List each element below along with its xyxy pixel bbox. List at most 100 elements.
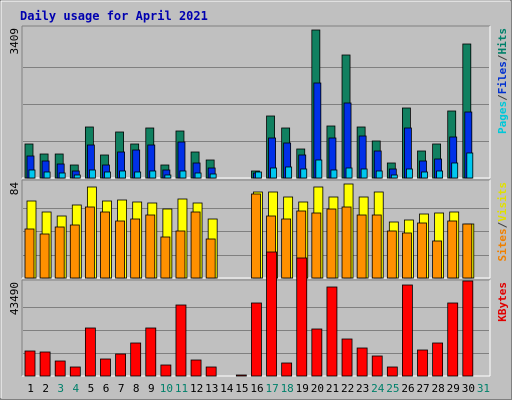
legend-entry: KBytes	[496, 282, 509, 322]
bar-kbytes-day-26	[402, 284, 413, 377]
bar-sites-day-2	[39, 233, 50, 279]
legend-entry: Visits	[496, 182, 509, 222]
bar-sites-day-6	[100, 211, 110, 279]
panel-kbytes-legend: KBytes	[496, 282, 509, 322]
bar-pages-day-10	[164, 174, 172, 179]
bar-sites-day-1	[24, 228, 35, 279]
bar-sites-day-9	[145, 214, 156, 279]
bar-kbytes-day-12	[190, 359, 202, 377]
bar-kbytes-day-7	[115, 353, 126, 377]
bar-files-day-22	[343, 102, 352, 179]
bar-pages-day-6	[104, 171, 111, 179]
bar-sites-day-28	[432, 240, 443, 279]
x-tick-label-15: 15	[235, 382, 248, 395]
bar-pages-day-25	[390, 174, 398, 179]
bar-sites-day-22	[341, 206, 352, 279]
bar-kbytes-day-15	[235, 374, 247, 377]
x-tick-label-6: 6	[103, 382, 110, 395]
bar-kbytes-day-29	[447, 302, 459, 377]
x-tick-label-18: 18	[281, 382, 294, 395]
bar-kbytes-day-11	[175, 304, 187, 377]
x-tick-label-22: 22	[341, 382, 354, 395]
bar-kbytes-day-10	[160, 364, 172, 377]
bar-sites-day-16	[251, 193, 261, 279]
bar-kbytes-day-23	[356, 347, 368, 377]
x-tick-label-28: 28	[432, 382, 445, 395]
panel-visits: 84 Sites/Visits	[8, 179, 509, 279]
x-tick-label-2: 2	[42, 382, 49, 395]
x-tick-label-17: 17	[265, 382, 278, 395]
x-tick-label-5: 5	[88, 382, 95, 395]
panel-visits-legend: Sites/Visits	[496, 182, 509, 262]
bar-pages-day-18	[285, 166, 293, 179]
x-tick-label-21: 21	[326, 382, 339, 395]
panel-hits-plot	[22, 26, 490, 178]
x-tick-label-30: 30	[462, 382, 475, 395]
x-tick-label-8: 8	[133, 382, 140, 395]
x-tick-label-10: 10	[160, 382, 173, 395]
bar-pages-day-7	[119, 170, 126, 179]
x-tick-label-12: 12	[190, 382, 203, 395]
panel-kbytes-max-label: 43490	[8, 282, 21, 315]
x-tick-label-19: 19	[296, 382, 309, 395]
bar-kbytes-day-17	[266, 251, 277, 377]
bar-kbytes-day-9	[145, 327, 157, 377]
x-tick-label-13: 13	[205, 382, 218, 395]
x-tick-label-11: 11	[175, 382, 188, 395]
x-tick-label-27: 27	[416, 382, 429, 395]
bar-sites-day-13	[205, 238, 216, 279]
bar-sites-day-4	[69, 224, 80, 279]
legend-entry: /	[496, 94, 509, 101]
bar-kbytes-day-21	[326, 286, 338, 377]
bar-sites-day-7	[115, 220, 125, 279]
bar-kbytes-day-24	[371, 355, 383, 377]
bar-sites-day-20	[311, 212, 322, 279]
bar-pages-day-17	[270, 167, 277, 179]
bar-sites-day-23	[356, 214, 367, 279]
bar-sites-day-25	[386, 230, 397, 279]
legend-entry: Files	[496, 61, 509, 94]
bar-kbytes-day-5	[84, 327, 96, 377]
bar-pages-day-2	[43, 171, 51, 179]
bar-pages-day-28	[436, 170, 444, 179]
x-tick-label-14: 14	[220, 382, 234, 395]
x-tick-label-25: 25	[386, 382, 399, 395]
bar-pages-day-20	[315, 159, 323, 179]
chart-title: Daily usage for April 2021	[20, 9, 208, 23]
bar-sites-day-12	[190, 211, 201, 279]
x-tick-label-3: 3	[57, 382, 64, 395]
bar-sites-day-5	[84, 206, 95, 279]
legend-entry: Hits	[496, 28, 509, 55]
bar-kbytes-day-30	[462, 280, 474, 377]
bar-kbytes-day-4	[69, 366, 81, 377]
bar-sites-day-30	[462, 223, 473, 279]
bar-sites-day-26	[402, 232, 412, 279]
bar-kbytes-day-8	[130, 342, 142, 377]
bar-kbytes-day-25	[386, 366, 398, 377]
bar-pages-day-11	[179, 170, 187, 179]
x-tick-label-1: 1	[27, 382, 34, 395]
bar-sites-day-8	[130, 218, 141, 279]
legend-entry: /	[496, 221, 509, 228]
legend-entry: Pages	[496, 101, 509, 134]
x-tick-label-26: 26	[401, 382, 414, 395]
legend-entry: Sites	[496, 228, 509, 261]
bar-pages-day-22	[345, 167, 353, 179]
x-tick-label-29: 29	[447, 382, 460, 395]
bar-pages-day-8	[134, 171, 142, 179]
bar-kbytes-day-3	[54, 360, 66, 377]
panel-hits-max-label: 3409	[8, 28, 21, 55]
bar-kbytes-day-2	[39, 351, 51, 377]
x-tick-label-24: 24	[371, 382, 385, 395]
bar-pages-day-1	[28, 169, 36, 179]
bar-pages-day-16	[255, 171, 262, 179]
bar-kbytes-day-6	[100, 358, 111, 377]
x-tick-label-31: 31	[477, 382, 490, 395]
bar-kbytes-day-13	[205, 366, 217, 377]
bar-sites-day-29	[447, 220, 458, 279]
x-tick-label-16: 16	[250, 382, 263, 395]
bar-pages-day-27	[421, 171, 428, 179]
bar-pages-day-23	[360, 168, 368, 179]
